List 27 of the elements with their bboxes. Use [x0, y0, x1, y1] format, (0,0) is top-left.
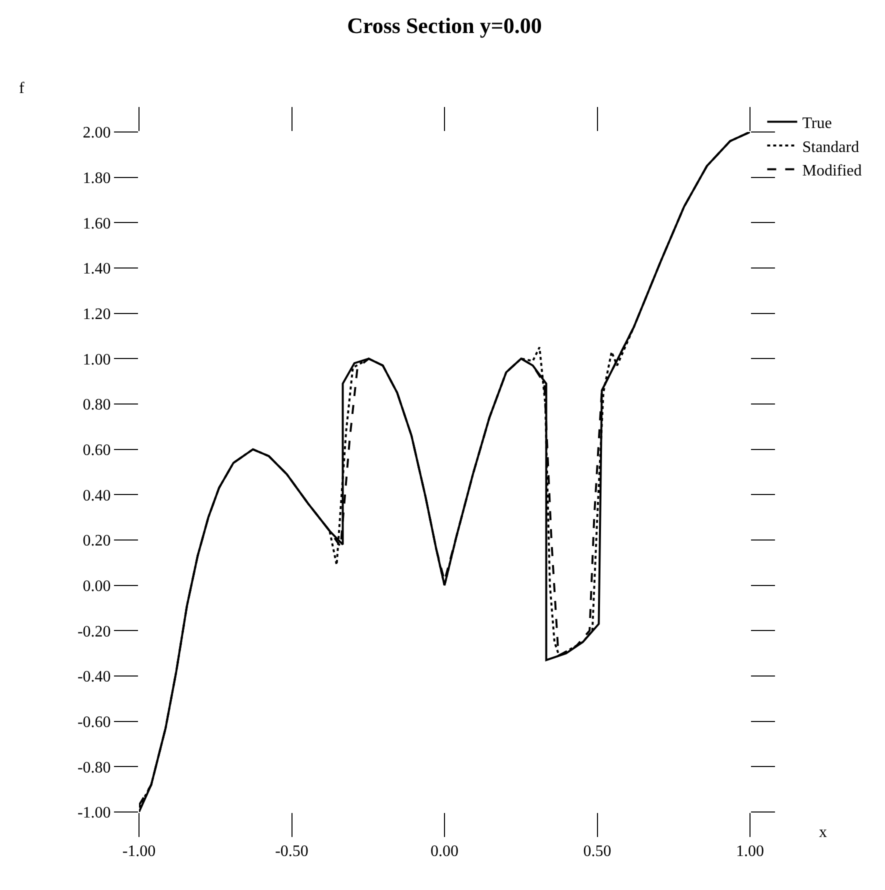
y-tick-label: 0.00	[82, 578, 111, 595]
y-tick-label: 0.80	[82, 396, 111, 414]
y-tick-label: 0.20	[82, 532, 111, 550]
y-tick-label: 1.80	[82, 170, 111, 187]
y-tick-label: 0.40	[82, 487, 111, 504]
legend-label: True	[802, 114, 832, 132]
y-tick-label: 0.60	[82, 442, 111, 459]
y-tick-label: 2.00	[82, 124, 111, 142]
legend-label: Standard	[802, 138, 860, 156]
x-axis-title: x	[819, 824, 827, 841]
y-tick-label: 1.20	[82, 306, 111, 323]
x-tick-label: -0.50	[275, 843, 308, 860]
legend-label: Modified	[802, 162, 862, 180]
y-tick-label: -0.20	[77, 623, 111, 640]
y-tick-label: -0.40	[77, 668, 111, 686]
y-axis-title: f	[19, 80, 25, 97]
x-tick-label: -1.00	[122, 843, 156, 860]
y-tick-label: -1.00	[77, 804, 111, 822]
y-tick-label: 1.60	[82, 215, 111, 232]
y-tick-label: -0.60	[77, 714, 111, 731]
x-tick-label: 0.00	[430, 843, 458, 860]
chart-title: Cross Section y=0.00	[347, 13, 542, 38]
y-tick-label: 1.00	[82, 351, 111, 368]
x-tick-label: 1.00	[736, 843, 764, 860]
x-tick-label: 0.50	[583, 843, 612, 860]
y-tick-label: -0.80	[77, 759, 111, 776]
y-tick-label: 1.40	[82, 260, 111, 278]
